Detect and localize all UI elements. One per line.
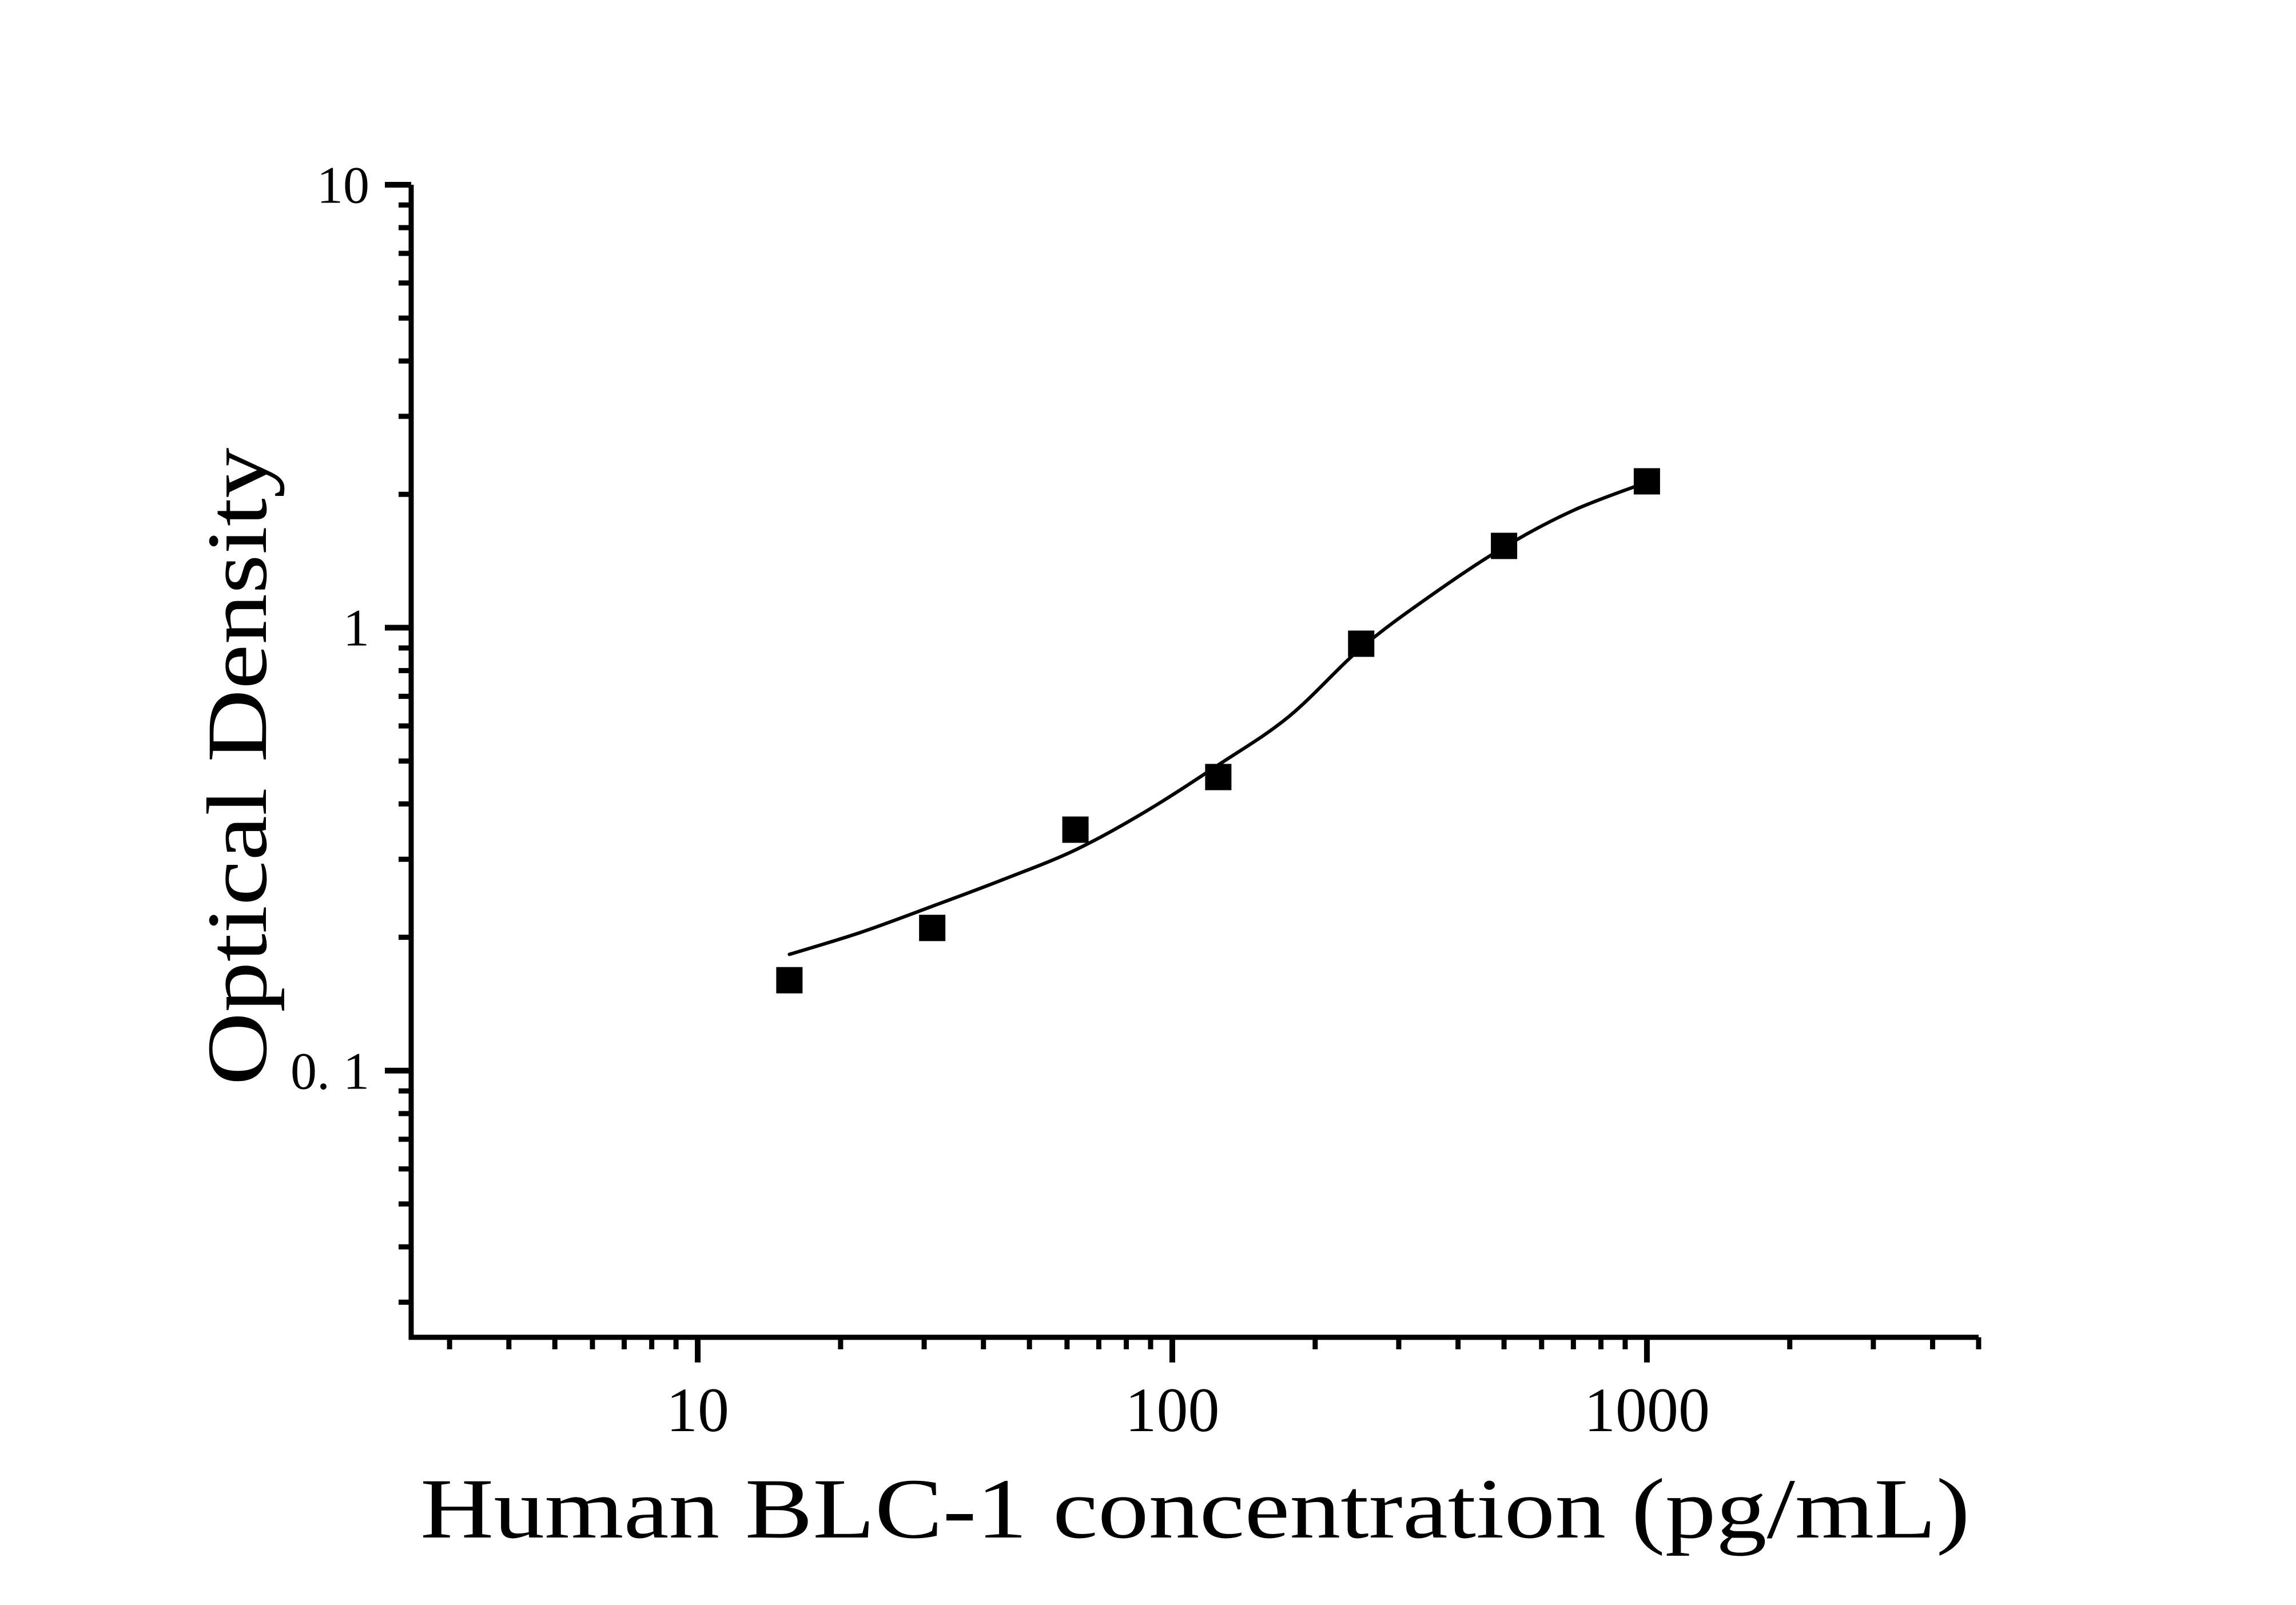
y-major-ticks [385, 182, 411, 1074]
data-point-marker [1205, 764, 1232, 790]
fit-curve-line [787, 480, 1649, 956]
axes [408, 185, 1979, 1340]
data-point-marker [1348, 630, 1375, 657]
y-minor-ticks [399, 202, 411, 1305]
x-tick-label-1000: 1000 [1584, 1375, 1710, 1445]
data-point-marker [919, 915, 946, 941]
data-point-marker [1062, 816, 1089, 843]
x-tick-label-100: 100 [1125, 1375, 1220, 1445]
y-axis-title: Optical Density [190, 448, 285, 1086]
data-point-marker [1633, 468, 1660, 495]
x-minor-ticks [447, 1337, 1981, 1349]
y-tick-label-1: 1 [343, 598, 369, 657]
x-tick-label-10: 10 [666, 1375, 729, 1445]
fit-curve-group [787, 480, 1649, 956]
y-tick-label-10: 10 [317, 156, 369, 214]
data-point-marker [1491, 533, 1518, 559]
data-point-marker [776, 967, 803, 994]
data-point-markers [776, 468, 1660, 994]
x-axis-title: Human BLC-1 concentration (pg/mL) [420, 1461, 1970, 1556]
y-tick-label-0-1: 0. 1 [291, 1042, 369, 1100]
x-major-ticks [695, 1337, 1650, 1362]
